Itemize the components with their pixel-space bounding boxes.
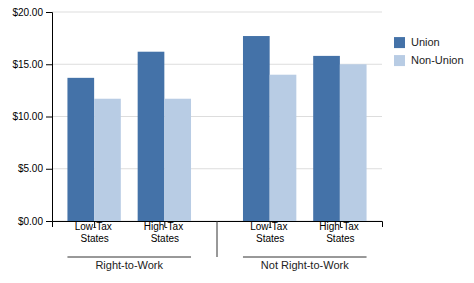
y-tick: $10.00 [12, 111, 52, 122]
group-bracket [67, 257, 191, 258]
y-tick-mark [46, 221, 52, 222]
legend: Union Non-Union [394, 36, 464, 66]
legend-swatch [394, 37, 405, 48]
y-tick: $15.00 [12, 59, 52, 70]
chart: $0.00 $5.00 $10.00 $15.00 $20.00 Low-Tax Stat… [0, 0, 474, 283]
bars [67, 36, 366, 221]
group-label: Not Right-to-Work [261, 259, 349, 271]
group-label: Right-to-Work [95, 259, 163, 271]
bar [313, 56, 340, 221]
grid [52, 12, 382, 221]
x-tick-label: Low-Tax States [75, 221, 115, 244]
legend-label: Union [411, 36, 440, 48]
y-tick: $20.00 [12, 7, 52, 18]
x-tick: High-Tax States [319, 221, 361, 244]
x-tick: Low-Tax States [75, 221, 115, 244]
x-tick-label: High-Tax States [144, 221, 186, 244]
x-tick-label: Low-Tax States [250, 221, 290, 244]
x-tick: High-Tax States [144, 221, 186, 244]
y-tick-mark [46, 169, 52, 170]
y-tick: $0.00 [18, 216, 52, 227]
group-brackets: Right-to-Work Not Right-to-Work [67, 221, 366, 271]
y-tick: $5.00 [18, 163, 52, 174]
y-tick-mark [46, 117, 52, 118]
x-tick: Low-Tax States [250, 221, 290, 244]
y-tick-mark [46, 12, 52, 13]
x-tick-label: High-Tax States [319, 221, 361, 244]
bar [67, 78, 94, 221]
y-tick-label: $0.00 [18, 216, 43, 227]
grid-line [52, 12, 382, 13]
y-axis-line [46, 13, 53, 222]
bar [340, 64, 367, 221]
bar [138, 52, 165, 221]
y-tick-label: $15.00 [12, 59, 43, 70]
group-bracket [243, 257, 367, 258]
bar [270, 75, 297, 221]
y-tick-label: $20.00 [12, 7, 43, 18]
bar [243, 36, 270, 221]
y-tick-label: $10.00 [12, 111, 43, 122]
legend-label: Non-Union [411, 54, 464, 66]
y-tick-label: $5.00 [18, 163, 43, 174]
y-tick-mark [46, 64, 52, 65]
bar [94, 99, 121, 221]
bar [164, 99, 191, 221]
legend-item: Union [394, 36, 440, 48]
y-axis: $0.00 $5.00 $10.00 $15.00 $20.00 [12, 7, 52, 227]
legend-item: Non-Union [394, 54, 464, 66]
legend-swatch [394, 55, 405, 66]
group-separator [217, 221, 218, 257]
